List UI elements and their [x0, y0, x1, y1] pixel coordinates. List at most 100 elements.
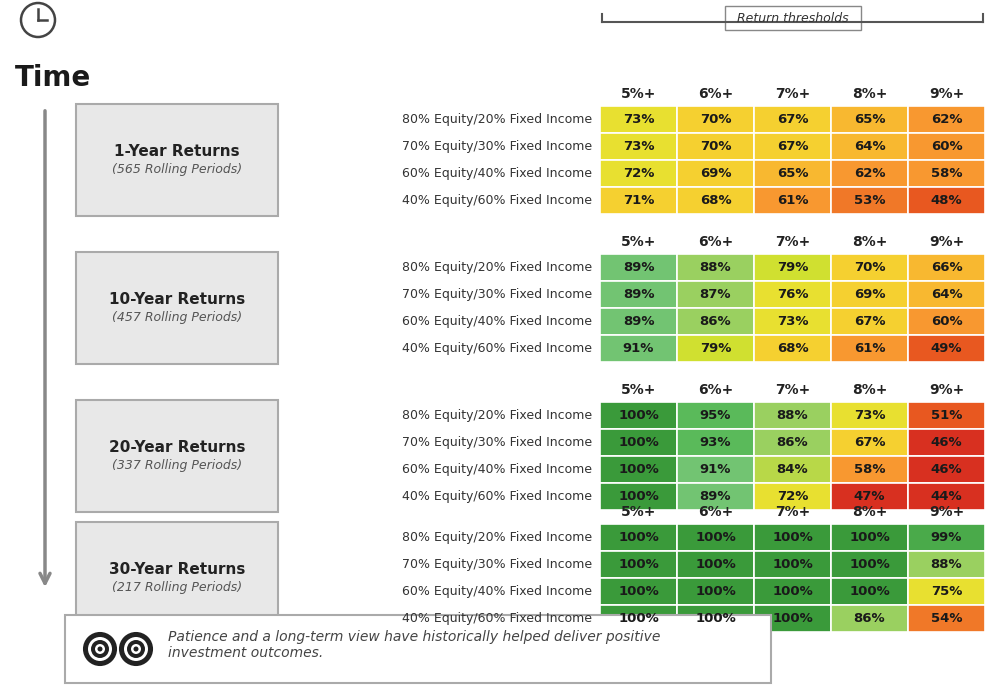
Bar: [599, 551, 676, 578]
Circle shape: [83, 633, 116, 665]
Bar: [599, 605, 676, 632]
Bar: [753, 524, 830, 551]
Bar: [599, 160, 676, 187]
Bar: [676, 483, 753, 510]
Text: 60% Equity/40% Fixed Income: 60% Equity/40% Fixed Income: [402, 167, 591, 180]
Text: 95%: 95%: [699, 409, 731, 422]
Text: 100%: 100%: [617, 585, 658, 598]
Text: 79%: 79%: [776, 261, 807, 274]
Text: 100%: 100%: [771, 585, 812, 598]
Text: 54%: 54%: [929, 612, 961, 625]
Text: 91%: 91%: [622, 342, 653, 355]
Text: 67%: 67%: [853, 315, 885, 328]
Text: 5%+: 5%+: [620, 505, 655, 519]
Bar: [753, 106, 830, 133]
Text: 7%+: 7%+: [774, 383, 809, 397]
Text: 100%: 100%: [848, 558, 889, 571]
Text: 89%: 89%: [622, 288, 654, 301]
Bar: [676, 456, 753, 483]
Text: 100%: 100%: [695, 558, 736, 571]
Text: 9%+: 9%+: [928, 383, 963, 397]
Text: 80% Equity/20% Fixed Income: 80% Equity/20% Fixed Income: [402, 531, 591, 544]
Text: Patience and a long-term view have historically helped deliver positive
investme: Patience and a long-term view have histo…: [168, 630, 660, 660]
Bar: [753, 402, 830, 429]
Bar: [908, 429, 984, 456]
Bar: [908, 605, 984, 632]
Text: 58%: 58%: [853, 463, 885, 476]
Bar: [830, 456, 908, 483]
Bar: [753, 429, 830, 456]
Text: 76%: 76%: [776, 288, 807, 301]
Text: 60%: 60%: [929, 315, 961, 328]
Text: 53%: 53%: [853, 194, 885, 207]
Text: 91%: 91%: [699, 463, 731, 476]
Text: 100%: 100%: [617, 558, 658, 571]
Text: (565 Rolling Periods): (565 Rolling Periods): [112, 163, 242, 176]
Bar: [676, 335, 753, 362]
Bar: [753, 281, 830, 308]
Bar: [830, 187, 908, 214]
Bar: [599, 456, 676, 483]
Text: 46%: 46%: [929, 463, 961, 476]
Text: 71%: 71%: [622, 194, 653, 207]
Bar: [830, 133, 908, 160]
Text: 5%+: 5%+: [620, 383, 655, 397]
Bar: [676, 551, 753, 578]
Text: 72%: 72%: [622, 167, 653, 180]
Circle shape: [94, 644, 105, 654]
Bar: [753, 335, 830, 362]
Bar: [830, 605, 908, 632]
Bar: [908, 106, 984, 133]
Circle shape: [87, 637, 112, 661]
Text: 40% Equity/60% Fixed Income: 40% Equity/60% Fixed Income: [402, 490, 591, 503]
Text: 75%: 75%: [929, 585, 961, 598]
Text: 67%: 67%: [776, 113, 807, 126]
Text: 9%+: 9%+: [928, 235, 963, 249]
Bar: [830, 106, 908, 133]
Text: 68%: 68%: [699, 194, 731, 207]
Text: 88%: 88%: [699, 261, 731, 274]
Text: 73%: 73%: [622, 140, 654, 153]
Text: 100%: 100%: [771, 612, 812, 625]
Text: 1-Year Returns: 1-Year Returns: [114, 143, 240, 158]
Text: (217 Rolling Periods): (217 Rolling Periods): [112, 580, 242, 594]
Text: 61%: 61%: [853, 342, 885, 355]
Text: 40% Equity/60% Fixed Income: 40% Equity/60% Fixed Income: [402, 612, 591, 625]
Text: 100%: 100%: [617, 409, 658, 422]
Text: 100%: 100%: [617, 612, 658, 625]
Bar: [830, 254, 908, 281]
Text: 70% Equity/30% Fixed Income: 70% Equity/30% Fixed Income: [402, 436, 591, 449]
Text: 8%+: 8%+: [851, 505, 887, 519]
Bar: [753, 578, 830, 605]
Circle shape: [127, 640, 145, 658]
Bar: [908, 578, 984, 605]
Text: 61%: 61%: [776, 194, 807, 207]
Bar: [599, 524, 676, 551]
Circle shape: [120, 633, 152, 665]
Bar: [599, 483, 676, 510]
Bar: [676, 605, 753, 632]
Text: (337 Rolling Periods): (337 Rolling Periods): [112, 459, 242, 471]
Bar: [599, 402, 676, 429]
Bar: [676, 524, 753, 551]
Bar: [599, 335, 676, 362]
Bar: [830, 429, 908, 456]
Bar: [599, 187, 676, 214]
Text: 6%+: 6%+: [697, 235, 733, 249]
Bar: [830, 160, 908, 187]
Bar: [599, 133, 676, 160]
Bar: [908, 335, 984, 362]
Text: 60% Equity/40% Fixed Income: 60% Equity/40% Fixed Income: [402, 315, 591, 328]
Bar: [908, 456, 984, 483]
Bar: [908, 187, 984, 214]
Text: 69%: 69%: [699, 167, 731, 180]
Text: 6%+: 6%+: [697, 383, 733, 397]
Text: 100%: 100%: [771, 558, 812, 571]
Text: 7%+: 7%+: [774, 87, 809, 101]
Bar: [676, 308, 753, 335]
Text: 49%: 49%: [929, 342, 961, 355]
Text: 46%: 46%: [929, 436, 961, 449]
Text: 89%: 89%: [622, 261, 654, 274]
Text: 58%: 58%: [929, 167, 961, 180]
Bar: [599, 281, 676, 308]
